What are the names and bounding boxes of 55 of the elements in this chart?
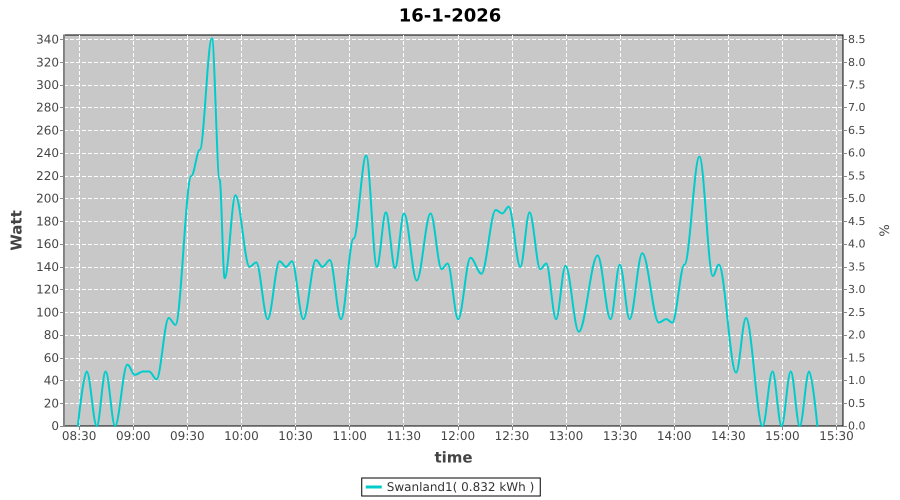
y2-tick-label: 7.5 (848, 78, 866, 92)
y2-tick-label: 3.0 (848, 283, 866, 296)
x-tick-label: 12:00 (440, 429, 476, 443)
y2-tick-label: 1.0 (848, 374, 866, 388)
legend-label: Swanland1( 0.832 kWh ) (386, 480, 534, 494)
y-axis-title: Watt (8, 210, 26, 251)
y2-tick-label: 5.0 (848, 192, 866, 206)
y2-tick-label: 4.0 (848, 238, 866, 251)
y-tick-label: 80 (44, 328, 59, 342)
y-tick-label: 220 (36, 168, 59, 183)
x-tick-label: 14:30 (711, 429, 746, 443)
y-tick-label: 100 (36, 305, 59, 320)
x-tick-label: 10:00 (224, 429, 259, 443)
x-tick-label: 08:30 (62, 429, 96, 443)
x-tick-label: 12:30 (494, 429, 530, 443)
x-tick-label: 11:00 (332, 429, 367, 443)
y-tick-label: 320 (36, 55, 59, 70)
x-tick-label: 14:00 (656, 429, 692, 443)
x-axis-title: time (434, 448, 473, 466)
y2-tick-label: 8.0 (848, 56, 866, 69)
y-tick-label: 260 (36, 123, 59, 138)
y2-axis-title: % (878, 224, 893, 237)
x-tick-label: 13:30 (602, 429, 638, 443)
chart-title: 16-1-2026 (398, 6, 502, 26)
y-tick-label: 140 (36, 260, 59, 274)
x-tick-label: 10:30 (278, 429, 313, 443)
y2-tick-label: 0.5 (848, 396, 866, 410)
y-tick-label: 340 (36, 32, 59, 47)
line-series (76, 37, 818, 427)
y-tick-label: 120 (36, 282, 59, 297)
x-tick-label: 09:00 (116, 429, 151, 443)
y2-tick-label: 4.5 (848, 214, 866, 228)
y-tick-label: 300 (36, 78, 59, 92)
y-tick-label: 160 (36, 237, 59, 252)
x-tick-label: 09:30 (170, 429, 205, 443)
x-tick-label: 15:00 (765, 429, 800, 443)
x-tick-label: 13:00 (548, 429, 584, 443)
y-tick-label: 280 (36, 100, 59, 115)
y-tick-label: 200 (36, 192, 59, 206)
y2-tick-label: 1.5 (848, 351, 866, 364)
y-tick-label: 180 (36, 214, 59, 228)
y-tick-label: 0 (51, 419, 59, 433)
y2-tick-label: 5.5 (848, 169, 866, 182)
y-tick-label: 240 (36, 146, 59, 160)
y2-tick-label: 8.5 (848, 33, 866, 46)
y2-tick-label: 2.0 (848, 328, 866, 342)
y2-tick-label: 3.5 (848, 260, 866, 274)
y-tick-label: 20 (44, 396, 59, 410)
y2-tick-label: 6.0 (848, 146, 866, 160)
y-tick-label: 40 (44, 374, 59, 388)
y-tick-label: 60 (44, 350, 59, 365)
y2-tick-label: 2.5 (848, 306, 866, 319)
y2-tick-label: 7.0 (848, 101, 866, 114)
x-tick-label: 11:30 (386, 429, 422, 443)
y2-tick-label: 6.5 (848, 124, 866, 137)
